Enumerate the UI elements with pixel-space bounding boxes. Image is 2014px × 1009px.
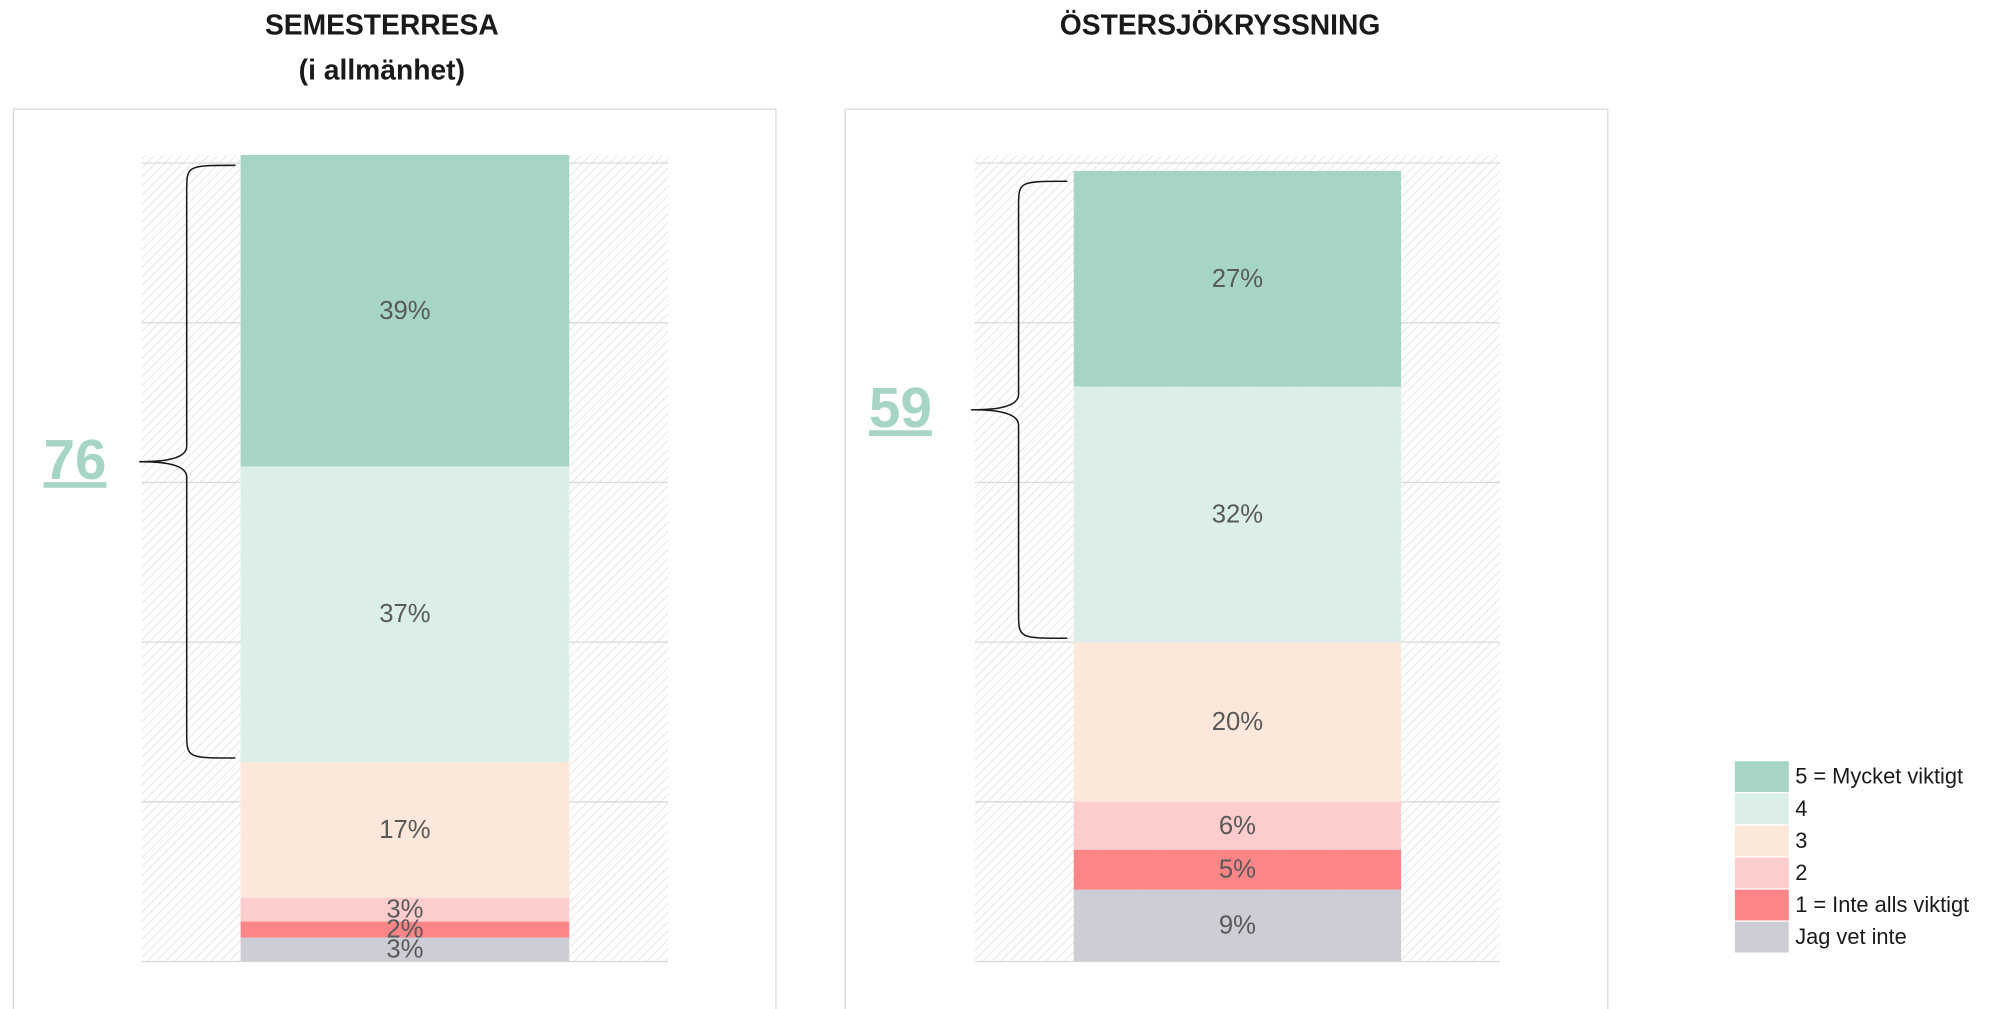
bar-segment xyxy=(1073,642,1402,802)
value-label: 32% xyxy=(1212,500,1263,528)
legend-swatch xyxy=(1734,889,1789,921)
value-label: 20% xyxy=(1212,708,1263,736)
bar-segment xyxy=(240,921,570,938)
chart-title: SEMESTERRESA xyxy=(265,8,499,40)
bar-segment xyxy=(1073,889,1402,962)
annotation: 59 xyxy=(869,376,932,439)
bar-segment xyxy=(1073,386,1402,643)
brace xyxy=(971,180,1068,640)
chart-title: ÖSTERSJÖKRYSSNING xyxy=(1060,8,1381,40)
legend-swatch xyxy=(1734,793,1789,825)
bar-segment xyxy=(1073,801,1402,850)
value-label: 9% xyxy=(1219,912,1256,940)
legend-swatch xyxy=(1734,825,1789,857)
value-label: 3% xyxy=(386,896,423,924)
value-label: 37% xyxy=(379,600,430,628)
value-label: 17% xyxy=(379,816,430,844)
legend-label: 5 = Mycket viktigt xyxy=(1795,764,1963,789)
bar-segment xyxy=(240,155,570,467)
legend-label: 3 xyxy=(1795,828,1807,853)
value-label: 2% xyxy=(386,916,423,944)
legend-label: 1 = Inte alls viktigt xyxy=(1795,892,1969,917)
legend-swatch xyxy=(1734,921,1789,953)
annotation: 76 xyxy=(44,428,107,491)
legend-label: 4 xyxy=(1795,796,1807,821)
legend-swatch xyxy=(1734,857,1789,889)
value-label: 6% xyxy=(1219,812,1256,840)
bar-segment xyxy=(240,761,570,898)
value-label: 39% xyxy=(379,297,430,325)
bar-segment xyxy=(240,466,570,762)
value-label: 5% xyxy=(1219,856,1256,884)
bar-segment xyxy=(1073,171,1402,387)
value-label: 27% xyxy=(1212,265,1263,293)
bar-segment xyxy=(240,937,570,962)
legend-swatch xyxy=(1734,761,1789,793)
bar-segment xyxy=(1073,849,1402,890)
value-label: 3% xyxy=(386,936,423,964)
bar-segment xyxy=(240,897,570,922)
brace xyxy=(139,164,236,759)
legend-label: Jag vet inte xyxy=(1795,924,1907,949)
legend-label: 2 xyxy=(1795,860,1807,885)
chart-subtitle: (i allmänhet) xyxy=(299,53,465,85)
